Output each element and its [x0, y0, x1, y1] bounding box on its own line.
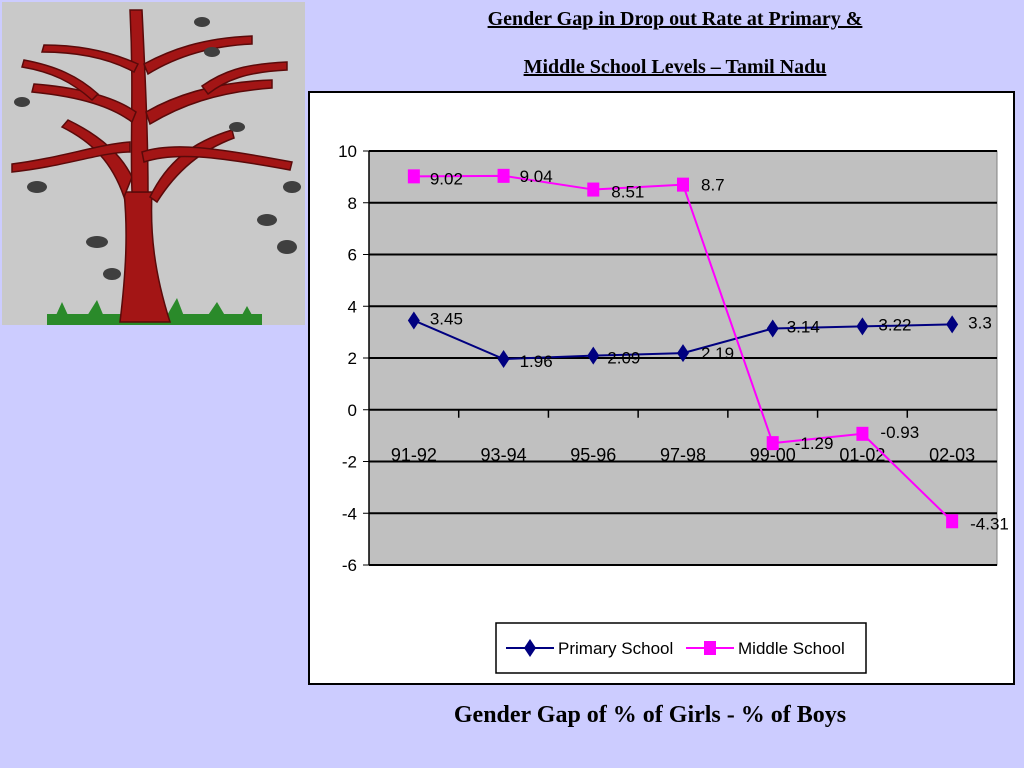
x-tick-label: 02-03 — [929, 445, 975, 465]
tree-leaves — [14, 17, 301, 280]
data-label: 2.09 — [607, 349, 640, 368]
title-line-2: Middle School Levels – Tamil Nadu — [523, 56, 827, 78]
data-point — [587, 182, 600, 197]
y-tick-label: -2 — [342, 453, 357, 472]
tree-image — [2, 2, 305, 325]
legend-label: Middle School — [738, 639, 845, 658]
data-point — [587, 346, 600, 365]
data-label: 3.3 — [968, 313, 992, 332]
y-tick-label: -6 — [342, 556, 357, 575]
data-point — [766, 319, 779, 338]
chart-caption: Gender Gap of % of Girls - % of Boys — [453, 702, 847, 728]
x-tick-label: 97-98 — [660, 445, 706, 465]
x-tick-label: 01-02 — [839, 445, 885, 465]
x-tick-label: 91-92 — [391, 445, 437, 465]
y-tick-label: 10 — [338, 142, 357, 161]
y-tick-label: 4 — [348, 297, 357, 316]
data-point — [497, 350, 510, 369]
data-label: 3.22 — [878, 315, 911, 334]
data-label: 3.14 — [787, 318, 820, 337]
legend-box — [495, 622, 867, 674]
data-label: 8.51 — [611, 183, 644, 202]
y-tick-label: 0 — [348, 401, 357, 420]
data-point — [766, 436, 779, 451]
data-label: 9.04 — [520, 167, 553, 186]
title-line-1: Gender Gap in Drop out Rate at Primary & — [487, 8, 863, 30]
data-label: -4.31 — [970, 514, 1009, 533]
legend-marker — [524, 639, 536, 657]
line-chart: 10 8 6 4 2 0 -2 -4 -6 91-92 93-94 95-96 97-98 99-00 01… — [338, 142, 1009, 674]
data-point — [946, 315, 959, 334]
data-label: 3.45 — [430, 309, 463, 328]
y-tick-label: -4 — [342, 504, 357, 523]
x-tick-label: 93-94 — [481, 445, 527, 465]
data-point — [677, 344, 689, 363]
chart-frame: 10 8 6 4 2 0 -2 -4 -6 91-92 93-94 95-96 97-98 99-00 01… — [308, 91, 1015, 685]
data-label: -0.93 — [880, 423, 919, 442]
data-point — [677, 177, 689, 192]
data-point — [407, 169, 420, 184]
data-point — [407, 311, 420, 330]
data-point — [856, 426, 869, 441]
y-tick-label: 8 — [348, 194, 357, 213]
data-point — [856, 317, 869, 336]
legend-label: Primary School — [558, 639, 673, 658]
legend-marker — [704, 641, 716, 655]
y-tick-label: 6 — [348, 246, 357, 265]
x-tick-label: 99-00 — [750, 445, 796, 465]
data-point — [946, 514, 959, 529]
data-label: 2.19 — [701, 344, 734, 363]
tree-trunk — [11, 9, 293, 323]
data-label: 9.02 — [430, 169, 463, 188]
data-point — [497, 168, 510, 183]
x-tick-label: 95-96 — [570, 445, 616, 465]
data-label: 8.7 — [701, 176, 725, 195]
data-label: -1.29 — [795, 434, 834, 453]
data-label: 1.96 — [520, 352, 553, 371]
y-tick-label: 2 — [348, 349, 357, 368]
